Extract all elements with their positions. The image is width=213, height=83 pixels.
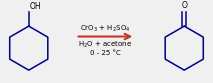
Text: OH: OH [30, 2, 41, 11]
Text: 0 - 25 °C: 0 - 25 °C [90, 50, 121, 56]
Text: CrO$_3$ + H$_2$SO$_4$: CrO$_3$ + H$_2$SO$_4$ [80, 23, 131, 34]
Text: O: O [181, 1, 187, 10]
Text: H$_2$O + acetone: H$_2$O + acetone [78, 40, 133, 50]
